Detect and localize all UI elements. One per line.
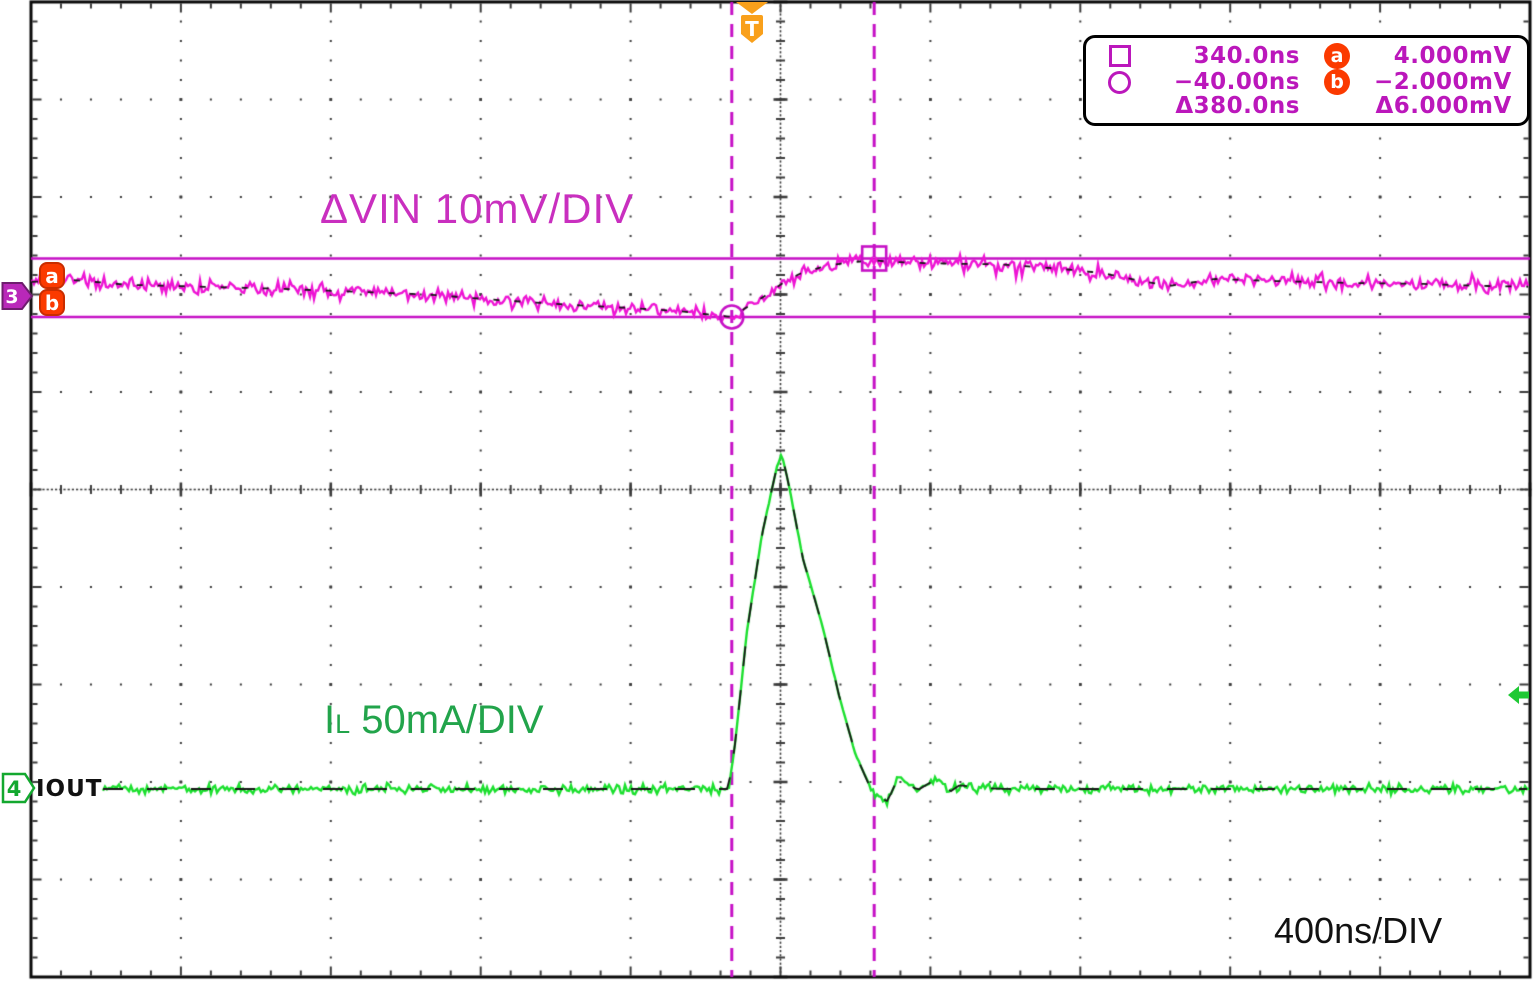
circle-cursor-icon [1108, 70, 1131, 94]
cursor-delta-time: Δ380.0ns [1175, 93, 1300, 119]
cursor-readout-panel: 340.0ns a 4.000mV −40.00ns b −2.000mV Δ3… [1083, 35, 1530, 126]
cursor-b-badge: b [1324, 69, 1350, 95]
channel-4-badge-label: 4 [7, 777, 22, 801]
trace4-label: IL 50mA/DIV [324, 698, 544, 743]
square-cursor-time: 340.0ns [1193, 42, 1300, 69]
trace4-label-subscript: L [335, 709, 351, 739]
cursor-a-badge: a [1324, 43, 1350, 69]
circle-cursor-time: −40.00ns [1173, 68, 1300, 95]
channel-4-badge-shape [1, 772, 36, 804]
trace3-label: ΔVIN 10mV/DIV [320, 185, 635, 232]
cursor-b-marker: b [39, 289, 65, 316]
channel-4-name: IOUT [36, 776, 103, 802]
channel-4-position-arrow-icon [1508, 686, 1529, 704]
trigger-flag-icon [741, 15, 763, 43]
timebase-label: 400ns/DIV [1274, 910, 1443, 951]
cursor-a-marker: a [39, 262, 65, 289]
channel-3-badge-label: 3 [5, 286, 18, 308]
trace4-label-symbol: I [324, 698, 336, 742]
trigger-marker: T [736, 2, 768, 43]
channel-3-badge-shape [1, 282, 34, 310]
trigger-arrow-icon [736, 2, 768, 14]
cursor-a-value: 4.000mV [1393, 42, 1512, 69]
cursor-delta-value: Δ6.000mV [1375, 93, 1512, 119]
trigger-badge-label: T [745, 17, 759, 41]
trace4-label-scale: 50mA/DIV [350, 698, 544, 742]
channel-4-badge: 4 [1, 772, 36, 804]
square-cursor-icon [1109, 45, 1131, 67]
cursor-b-value: −2.000mV [1374, 68, 1512, 95]
channel-3-badge: 3 [1, 282, 34, 310]
